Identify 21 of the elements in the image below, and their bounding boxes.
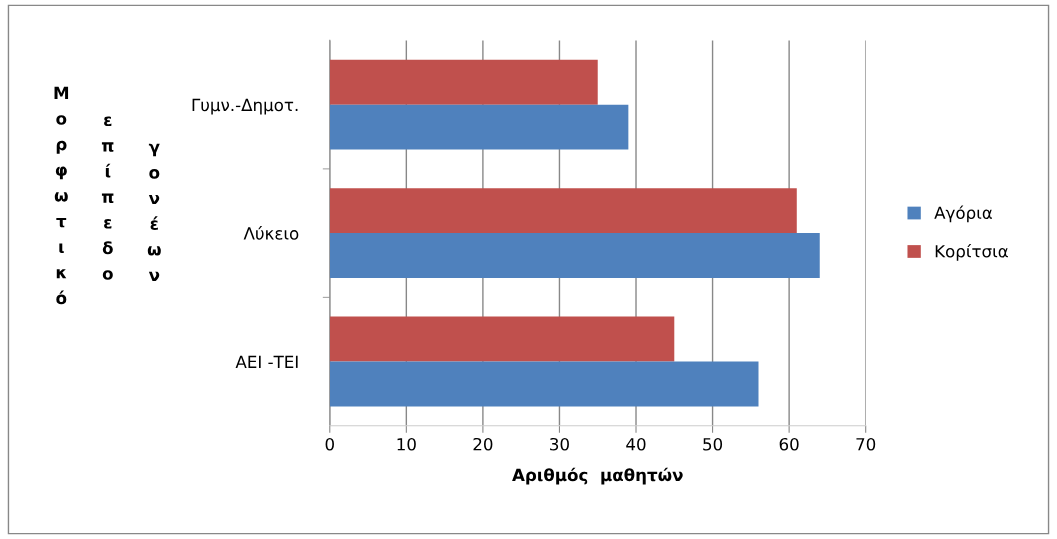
bar	[329, 104, 629, 150]
x-tick-label: 10	[397, 437, 416, 451]
legend-label: Κορίτσια	[935, 243, 1008, 261]
x-tick-label: 60	[779, 437, 799, 451]
y-tick-label: Λύκειο	[243, 226, 299, 240]
bar	[329, 59, 598, 105]
y-tick-label: Γυμν.-Δημοτ.	[192, 98, 298, 115]
x-axis-title: Αριθμός μαθητών	[512, 467, 683, 485]
bar	[329, 188, 797, 234]
text: Μορφωτικό επίπεδο γονέων	[54, 86, 161, 305]
y-tick-label: ΑΕΙ -ΤΕΙ	[235, 355, 298, 368]
x-tick-label: 70	[856, 437, 876, 451]
legend-label: Αγόρια	[934, 205, 993, 223]
bar	[329, 233, 820, 279]
bar	[329, 316, 675, 362]
x-tick-label: 50	[703, 437, 723, 451]
x-tick-label: 30	[550, 437, 569, 451]
x-tick-label: 40	[626, 437, 646, 451]
x-tick-label: 20	[473, 437, 493, 451]
x-tick-label: 0	[325, 437, 334, 451]
bar	[329, 361, 759, 407]
